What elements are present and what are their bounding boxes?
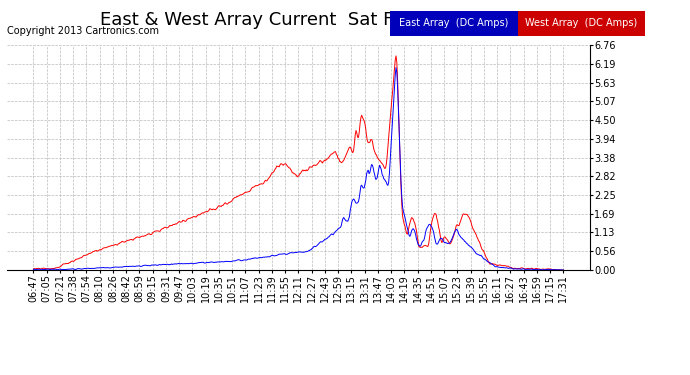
Text: East & West Array Current  Sat Feb 23  17:37: East & West Array Current Sat Feb 23 17:… [100, 11, 507, 29]
Text: West Array  (DC Amps): West Array (DC Amps) [525, 18, 638, 28]
Text: East Array  (DC Amps): East Array (DC Amps) [399, 18, 509, 28]
Text: Copyright 2013 Cartronics.com: Copyright 2013 Cartronics.com [7, 26, 159, 36]
